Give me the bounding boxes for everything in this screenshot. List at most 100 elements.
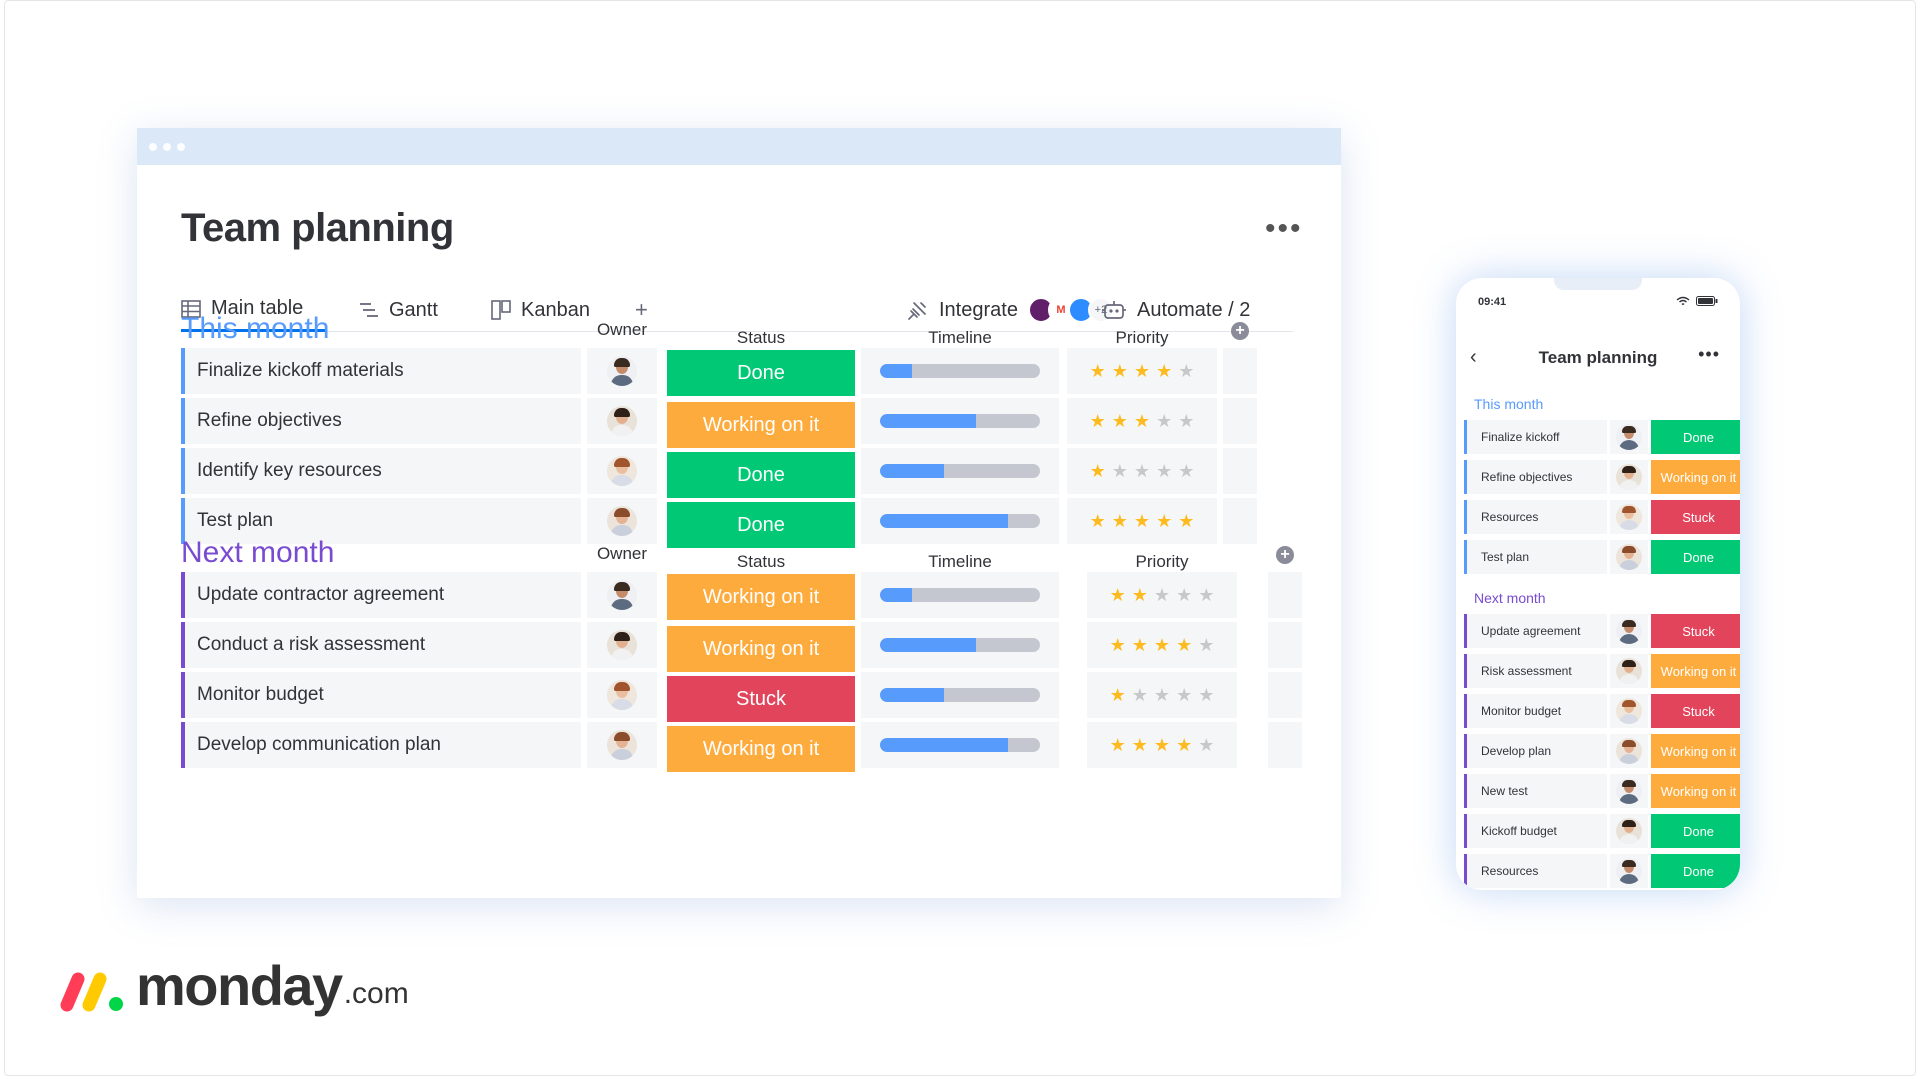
- status-label[interactable]: Done: [667, 502, 855, 548]
- owner-cell[interactable]: [587, 398, 657, 444]
- avatar[interactable]: [607, 580, 637, 610]
- phone-list-item[interactable]: Resources Done: [1464, 854, 1740, 888]
- owner-cell[interactable]: [587, 622, 657, 668]
- table-row[interactable]: Conduct a risk assessment: [181, 622, 581, 668]
- phone-list-item[interactable]: Risk assessment Working on it: [1464, 654, 1740, 688]
- avatar[interactable]: [1616, 818, 1642, 844]
- priority-rating[interactable]: ★ ★ ★ ★ ★: [1087, 622, 1237, 668]
- avatar[interactable]: [607, 730, 637, 760]
- tab-gantt[interactable]: Gantt: [359, 288, 438, 332]
- avatar[interactable]: [1616, 738, 1642, 764]
- avatar[interactable]: [607, 456, 637, 486]
- phone-list-item[interactable]: Monitor budget Stuck: [1464, 694, 1740, 728]
- status-label[interactable]: Working on it: [667, 402, 855, 448]
- phone-list-item[interactable]: Develop plan Working on it: [1464, 734, 1740, 768]
- timeline-cell[interactable]: [861, 722, 1059, 768]
- tab-main-table[interactable]: Main table: [181, 288, 325, 332]
- owner-cell[interactable]: [1610, 654, 1648, 688]
- table-row[interactable]: Finalize kickoff materials: [181, 348, 581, 394]
- avatar[interactable]: [1616, 658, 1642, 684]
- avatar[interactable]: [1616, 464, 1642, 490]
- avatar[interactable]: [607, 630, 637, 660]
- owner-cell[interactable]: [587, 572, 657, 618]
- owner-cell[interactable]: [1610, 694, 1648, 728]
- owner-cell[interactable]: [1610, 854, 1648, 888]
- empty-cell[interactable]: [1223, 348, 1257, 394]
- table-row[interactable]: Develop communication plan: [181, 722, 581, 768]
- add-view-button[interactable]: +: [635, 297, 648, 322]
- status-label[interactable]: Stuck: [1651, 500, 1740, 534]
- status-label[interactable]: Done: [667, 350, 855, 396]
- back-arrow-icon[interactable]: ‹: [1470, 346, 1477, 368]
- table-row[interactable]: Monitor budget: [181, 672, 581, 718]
- empty-cell[interactable]: [1268, 622, 1302, 668]
- add-column-button[interactable]: +: [1276, 546, 1294, 564]
- empty-cell[interactable]: [1223, 498, 1257, 544]
- timeline-cell[interactable]: [861, 572, 1059, 618]
- table-row[interactable]: Update contractor agreement: [181, 572, 581, 618]
- owner-cell[interactable]: [1610, 460, 1648, 494]
- owner-cell[interactable]: [587, 722, 657, 768]
- timeline-cell[interactable]: [861, 348, 1059, 394]
- status-label[interactable]: Working on it: [1651, 654, 1740, 688]
- priority-rating[interactable]: ★ ★ ★ ★ ★: [1067, 498, 1217, 544]
- owner-cell[interactable]: [587, 448, 657, 494]
- phone-list-item[interactable]: Refine objectives Working on it: [1464, 460, 1740, 494]
- phone-list-item[interactable]: Update agreement Stuck: [1464, 614, 1740, 648]
- avatar[interactable]: [607, 406, 637, 436]
- avatar[interactable]: [607, 506, 637, 536]
- phone-list-item[interactable]: Test plan Done: [1464, 540, 1740, 574]
- status-label[interactable]: Stuck: [667, 676, 855, 722]
- timeline-cell[interactable]: [861, 622, 1059, 668]
- status-label[interactable]: Done: [1651, 814, 1740, 848]
- status-label[interactable]: Done: [667, 452, 855, 498]
- status-label[interactable]: Working on it: [1651, 734, 1740, 768]
- timeline-cell[interactable]: [861, 398, 1059, 444]
- priority-rating[interactable]: ★ ★ ★ ★ ★: [1067, 448, 1217, 494]
- owner-cell[interactable]: [587, 348, 657, 394]
- owner-cell[interactable]: [1610, 420, 1648, 454]
- status-label[interactable]: Working on it: [667, 726, 855, 772]
- tab-kanban[interactable]: Kanban: [491, 288, 590, 332]
- integrate-button[interactable]: Integrate M +2: [907, 288, 1114, 332]
- avatar[interactable]: [1616, 544, 1642, 570]
- status-label[interactable]: Stuck: [1651, 614, 1740, 648]
- table-row[interactable]: Test plan: [181, 498, 581, 544]
- table-row[interactable]: Identify key resources: [181, 448, 581, 494]
- status-label[interactable]: Working on it: [667, 574, 855, 620]
- avatar[interactable]: [607, 680, 637, 710]
- timeline-cell[interactable]: [861, 498, 1059, 544]
- phone-list-item[interactable]: New test Working on it: [1464, 774, 1740, 808]
- avatar[interactable]: [1616, 618, 1642, 644]
- empty-cell[interactable]: [1268, 672, 1302, 718]
- avatar[interactable]: [1616, 504, 1642, 530]
- owner-cell[interactable]: [587, 672, 657, 718]
- phone-list-item[interactable]: Resources Stuck: [1464, 500, 1740, 534]
- priority-rating[interactable]: ★ ★ ★ ★ ★: [1067, 398, 1217, 444]
- status-label[interactable]: Done: [1651, 420, 1740, 454]
- owner-cell[interactable]: [1610, 614, 1648, 648]
- timeline-cell[interactable]: [861, 448, 1059, 494]
- status-label[interactable]: Done: [1651, 854, 1740, 888]
- more-options-button[interactable]: •••: [1265, 212, 1303, 245]
- automate-button[interactable]: Automate / 2: [1101, 288, 1250, 332]
- owner-cell[interactable]: [1610, 814, 1648, 848]
- empty-cell[interactable]: [1268, 572, 1302, 618]
- owner-cell[interactable]: [1610, 774, 1648, 808]
- avatar[interactable]: [1616, 858, 1642, 884]
- priority-rating[interactable]: ★ ★ ★ ★ ★: [1087, 722, 1237, 768]
- empty-cell[interactable]: [1223, 398, 1257, 444]
- owner-cell[interactable]: [587, 498, 657, 544]
- owner-cell[interactable]: [1610, 734, 1648, 768]
- phone-list-item[interactable]: Finalize kickoff Done: [1464, 420, 1740, 454]
- status-label[interactable]: Working on it: [667, 626, 855, 672]
- empty-cell[interactable]: [1223, 448, 1257, 494]
- status-label[interactable]: Stuck: [1651, 694, 1740, 728]
- priority-rating[interactable]: ★ ★ ★ ★ ★: [1087, 672, 1237, 718]
- avatar[interactable]: [1616, 424, 1642, 450]
- empty-cell[interactable]: [1268, 722, 1302, 768]
- priority-rating[interactable]: ★ ★ ★ ★ ★: [1067, 348, 1217, 394]
- avatar[interactable]: [1616, 698, 1642, 724]
- avatar[interactable]: [607, 356, 637, 386]
- status-label[interactable]: Working on it: [1651, 460, 1740, 494]
